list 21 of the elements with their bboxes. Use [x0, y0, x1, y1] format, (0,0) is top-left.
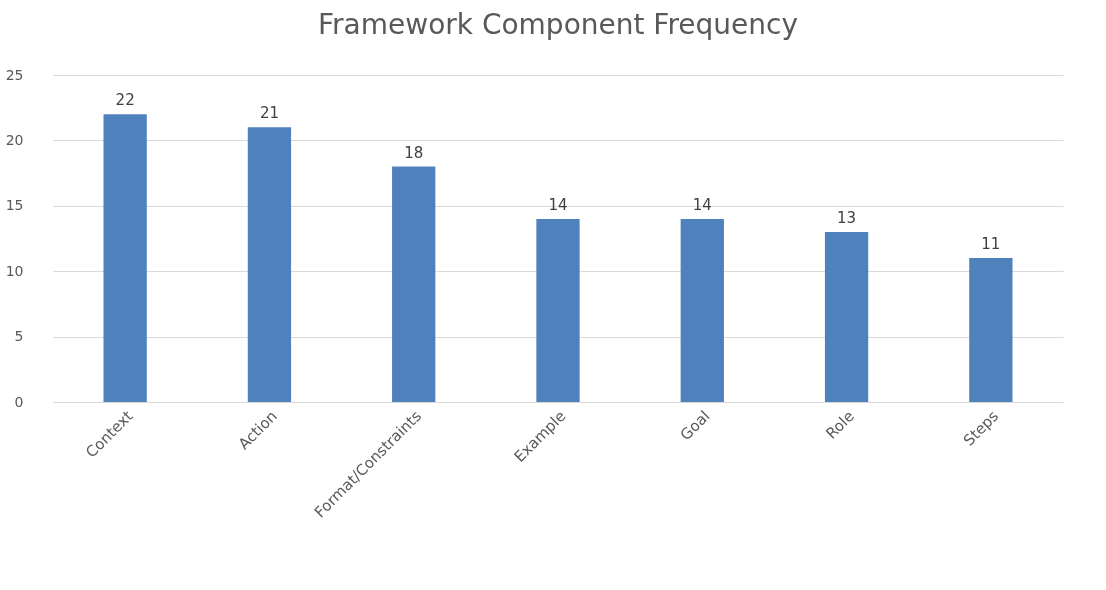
data-label: 14 [692, 195, 712, 214]
data-label: 14 [548, 195, 568, 214]
data-label: 21 [259, 104, 279, 123]
y-tick-label: 20 [5, 131, 24, 148]
bar [103, 114, 147, 402]
y-tick-label: 15 [5, 197, 24, 214]
bar [536, 218, 580, 402]
bar [392, 166, 436, 402]
data-label: 18 [404, 143, 424, 162]
data-label: 13 [837, 208, 857, 227]
bar [824, 231, 869, 402]
y-tick-label: 0 [14, 393, 24, 410]
chart-title: Framework Component Frequency [317, 8, 799, 41]
y-tick-label: 25 [5, 66, 24, 83]
data-label: 22 [115, 91, 135, 110]
data-label: 11 [981, 235, 1001, 254]
bar [969, 258, 1013, 402]
y-tick-label: 10 [5, 262, 24, 279]
y-tick-label: 5 [14, 328, 24, 345]
bar [247, 127, 292, 402]
bar [680, 218, 724, 402]
